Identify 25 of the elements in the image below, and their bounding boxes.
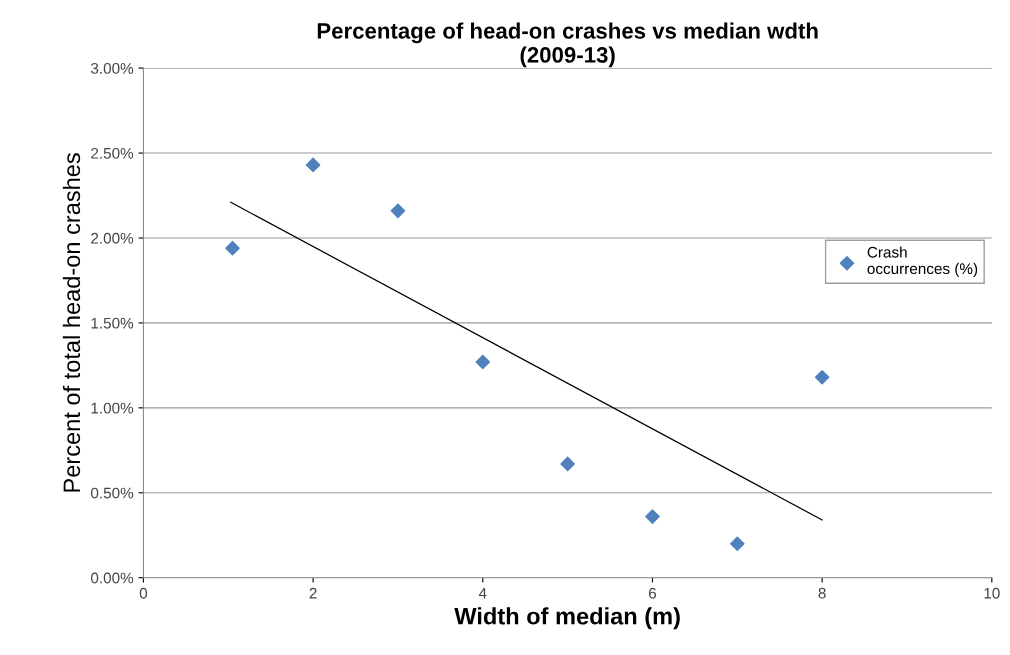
y-axis-title: Percent of total head-on crashes	[62, 153, 81, 492]
point	[225, 240, 240, 256]
y-tick-label: 1.00%	[91, 402, 134, 414]
x-tick-label: 10	[984, 587, 1000, 599]
point	[305, 157, 321, 173]
chart-title: Percentage of head-on crashes vs median wdth (2009-13)	[317, 22, 818, 68]
point	[475, 354, 491, 370]
x-tick-label: 0	[139, 587, 148, 599]
y-tick-label: 2.00%	[91, 232, 134, 244]
x-tick-label: 4	[478, 587, 487, 599]
point	[814, 369, 830, 385]
y-tick-label: 0.00%	[90, 572, 134, 584]
y-tick-label: 2.50%	[91, 147, 134, 159]
x-tick-label: 8	[818, 587, 826, 599]
x-tick-label: 6	[648, 587, 657, 599]
x-tick-label: 2	[309, 587, 317, 599]
y-tick-label: 3.00%	[90, 62, 134, 74]
x-axis-title: Width of median (m)	[454, 607, 680, 630]
y-tick-label: 0.50%	[90, 487, 134, 499]
legend-label: Crash occurrences (%)	[867, 246, 978, 278]
point	[560, 456, 575, 472]
point	[390, 203, 406, 219]
y-tick-label: 1.50%	[91, 317, 134, 329]
point	[645, 509, 660, 524]
point	[730, 536, 745, 552]
